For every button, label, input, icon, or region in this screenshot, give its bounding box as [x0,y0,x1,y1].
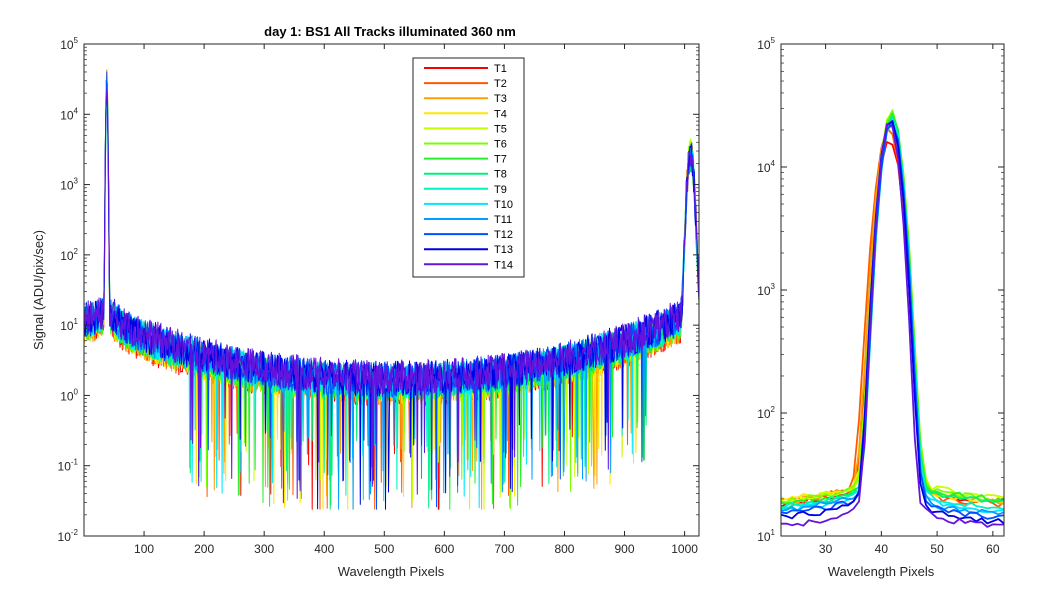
y-tick-label: 103 [757,282,775,298]
zoom-series-line-t4 [781,118,1004,503]
main-series-lines [84,69,699,510]
series-line-t9 [84,82,699,496]
series-line-t11 [84,92,699,510]
zoom-series-line-t10 [781,119,1004,514]
y-tick-label: 10-2 [58,528,79,544]
zoom-series-line-t8 [781,116,1004,510]
y-tick-label: 104 [757,159,775,175]
series-line-t13 [84,97,699,510]
zoom-series-line-t7 [781,112,1004,505]
main-plot-frame [83,43,700,537]
legend-label-t5: T5 [494,123,507,135]
zoom-x-ticks: 30 40 50 60 [819,44,1000,556]
chart-title: day 1: BS1 All Tracks illuminated 360 nm [264,24,516,39]
series-line-t8 [84,87,699,510]
x-tick-label: 400 [314,542,334,556]
y-tick-label: 10-1 [58,458,79,474]
y-tick-label: 101 [757,528,775,544]
x-tick-label: 900 [615,542,635,556]
x-tick-label: 600 [434,542,454,556]
y-tick-label: 101 [60,317,78,333]
x-tick-label: 40 [875,542,889,556]
x-tick-label: 100 [134,542,154,556]
main-x-ticks: 100 200 300 400 500 600 700 800 900 1000 [134,44,698,556]
legend-label-t1: T1 [494,63,507,75]
legend: T1 T2 T3 T4 T5 T6 T7 T8 T9 T10 T11 T12 T13 T14 [412,57,525,278]
peak-zoom-plot: 30 40 50 60 101 102 103 104 105 Wavelength Pixe… [757,36,1005,579]
series-line-t5 [84,85,699,510]
series-line-t6 [84,79,699,510]
zoom-series-line-t3 [781,124,1004,505]
legend-label-t3: T3 [494,93,507,105]
zoom-series-line-t11 [781,121,1004,516]
x-tick-label: 50 [930,542,944,556]
main-x-axis-label: Wavelength Pixels [338,564,445,579]
legend-box [412,57,525,278]
series-line-t7 [84,84,699,510]
zoom-y-ticks: 101 102 103 104 105 [757,36,1004,544]
zoom-series-line-t6 [781,109,1004,504]
legend-label-t7: T7 [494,154,507,166]
legend-label-t14: T14 [494,259,513,271]
series-line-t4 [84,99,699,510]
series-line-t12 [84,71,699,510]
main-y-axis-label: Signal (ADU/pix/sec) [31,230,46,350]
series-line-t3 [84,69,699,510]
x-tick-label: 1000 [671,542,698,556]
x-tick-label: 800 [554,542,574,556]
y-tick-label: 102 [757,405,775,421]
y-tick-label: 100 [60,387,78,403]
legend-label-t13: T13 [494,244,513,256]
y-tick-label: 105 [60,36,78,52]
x-tick-label: 200 [194,542,214,556]
series-line-t14 [84,90,699,499]
x-tick-label: 30 [819,542,833,556]
zoom-series-line-t9 [781,117,1004,511]
zoom-series-line-t1 [781,141,1004,508]
zoom-series-line-t13 [781,120,1004,525]
x-tick-label: 700 [494,542,514,556]
legend-label-t6: T6 [494,139,507,151]
zoom-series-lines [781,109,1004,528]
legend-label-t10: T10 [494,199,513,211]
legend-label-t9: T9 [494,184,507,196]
legend-label-t11: T11 [494,214,512,226]
zoom-x-axis-label: Wavelength Pixels [828,564,935,579]
legend-label-t2: T2 [494,78,507,90]
series-line-t2 [84,82,699,510]
main-spectrum-plot: day 1: BS1 All Tracks illuminated 360 nm… [31,24,700,579]
series-line-t10 [84,80,699,509]
x-tick-label: 60 [986,542,1000,556]
zoom-series-line-t2 [781,127,1004,508]
zoom-series-line-t5 [781,111,1004,504]
x-tick-label: 500 [374,542,394,556]
series-line-t1 [84,79,699,510]
main-y-ticks: 10-2 10-1 100 101 102 103 104 105 [58,36,699,544]
x-tick-label: 300 [254,542,274,556]
legend-label-t12: T12 [494,229,513,241]
legend-label-t4: T4 [494,108,507,120]
y-tick-label: 104 [60,106,78,122]
legend-label-t8: T8 [494,169,507,181]
y-tick-label: 102 [60,247,78,263]
y-tick-label: 105 [757,36,775,52]
y-tick-label: 103 [60,177,78,193]
zoom-series-line-t12 [781,122,1004,520]
zoom-series-line-t14 [781,123,1004,528]
